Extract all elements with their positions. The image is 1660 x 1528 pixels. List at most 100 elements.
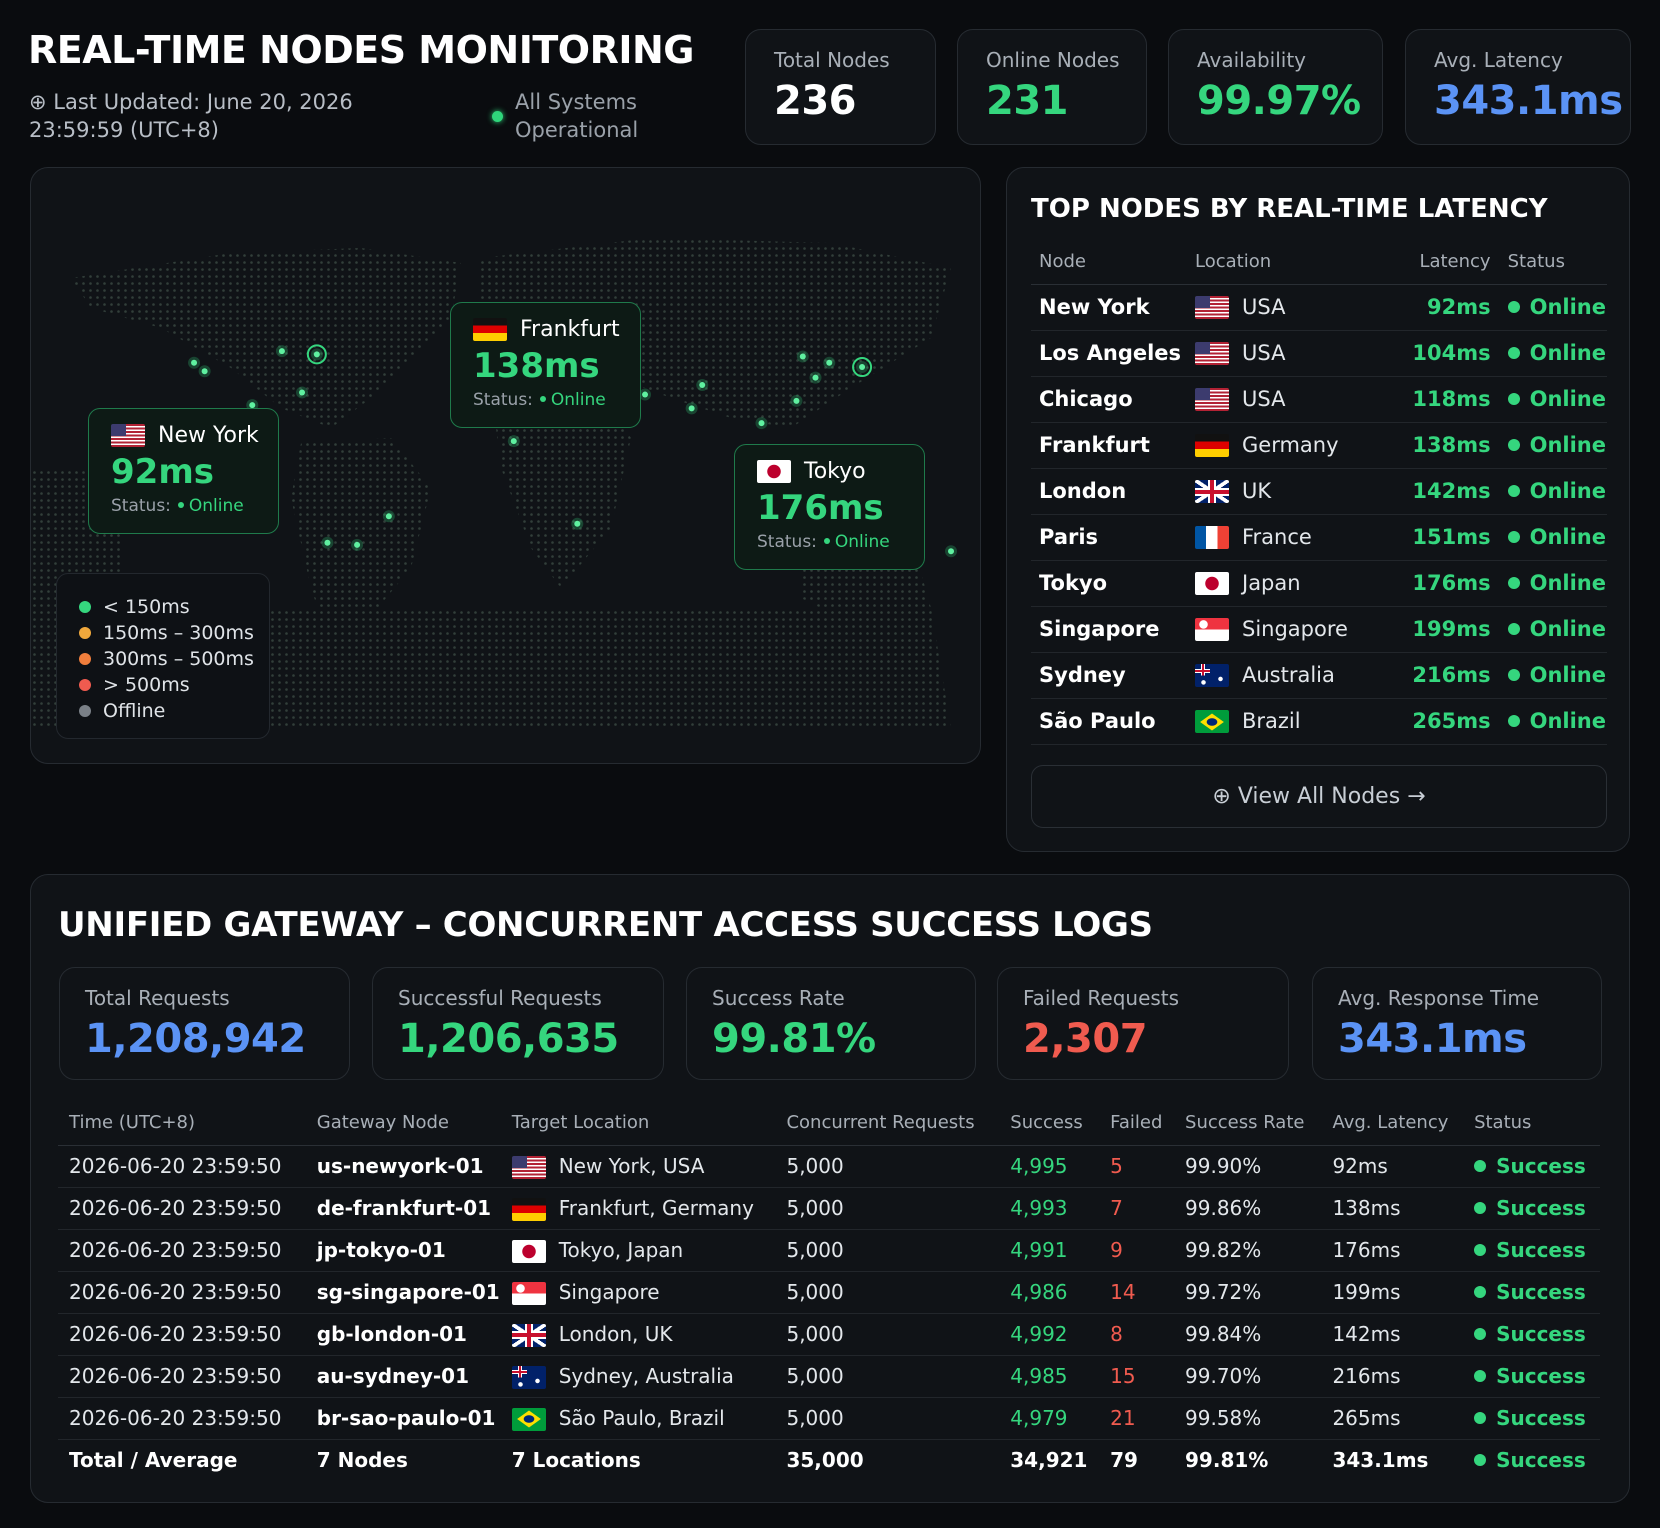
location-text: UK <box>1242 478 1272 503</box>
card-city: New York <box>158 423 259 448</box>
node-status: Online <box>1491 560 1607 607</box>
table-cell: 5,000 <box>775 1397 1000 1440</box>
stat-value: 236 <box>774 78 857 124</box>
stat-label: Failed Requests <box>1023 986 1180 1010</box>
node-location: USA <box>1194 330 1396 377</box>
row-status: Success <box>1463 1229 1600 1272</box>
card-status: Online <box>550 390 606 410</box>
node-name: New York <box>1031 284 1194 331</box>
table-row: 2026-06-20 23:59:50 br-sao-paulo-01 São Pa… <box>58 1397 1600 1440</box>
stat-value: 1,208,942 <box>85 1016 306 1062</box>
stat-card: Success Rate 99.81% <box>686 967 976 1080</box>
table-cell: br-sao-paulo-01 <box>305 1397 501 1440</box>
table-cell: 8 <box>1099 1313 1175 1356</box>
node-dot <box>688 405 695 412</box>
stat-card: Online Nodes 231 <box>957 29 1147 145</box>
node-dot <box>313 351 320 358</box>
flag <box>757 460 791 483</box>
stat-card: Availability 99.97% <box>1168 29 1383 145</box>
node-dot <box>948 548 955 555</box>
node-latency: 104ms <box>1396 330 1492 377</box>
table-cell: 99.86% <box>1174 1187 1322 1230</box>
legend-swatch <box>79 601 91 613</box>
legend-swatch <box>79 627 91 639</box>
stat-card: Failed Requests 2,307 <box>997 967 1289 1080</box>
flag <box>511 1239 546 1263</box>
table-row: Frankfurt Germany 138ms Online <box>1031 422 1607 469</box>
table-cell: 5,000 <box>775 1271 1000 1314</box>
status-text: Success <box>1496 1154 1586 1178</box>
status-text: Online <box>1529 341 1606 365</box>
table-cell: 2026-06-20 23:59:50 <box>58 1313 306 1356</box>
node-name: Singapore <box>1031 606 1194 653</box>
table-cell: 4,991 <box>999 1229 1100 1272</box>
legend-item: 150ms – 300ms <box>79 620 269 646</box>
flag <box>1195 342 1229 366</box>
node-dot <box>642 391 649 398</box>
location-text: USA <box>1242 340 1286 365</box>
node-latency: 265ms <box>1396 698 1492 745</box>
node-dot <box>278 348 285 355</box>
table-cell: 5,000 <box>775 1355 1000 1398</box>
table-cell: 138ms <box>1321 1187 1464 1230</box>
gateway-log-table: Time (UTC+8) Gateway Node Target Location C… <box>58 1101 1600 1481</box>
gateway-panel: UNIFIED GATEWAY – CONCURRENT ACCESS SUCC… <box>30 874 1630 1503</box>
node-status: Online <box>1491 606 1607 653</box>
node-name: Tokyo <box>1031 560 1194 607</box>
table-cell: 2026-06-20 23:59:50 <box>58 1355 306 1398</box>
node-status: Online <box>1491 330 1607 377</box>
flag <box>1195 434 1229 458</box>
status-dot <box>1474 1160 1487 1172</box>
table-cell: 15 <box>1099 1355 1175 1398</box>
flag <box>1195 710 1229 734</box>
node-dot <box>852 357 873 378</box>
table-cell: 79 <box>1110 1448 1138 1473</box>
column-header: Status <box>1463 1101 1600 1146</box>
flag <box>1195 664 1229 688</box>
flag <box>1195 618 1229 642</box>
column-header: Time (UTC+8) <box>58 1101 306 1146</box>
location-text: Germany <box>1242 432 1339 457</box>
table-cell: 2026-06-20 23:59:50 <box>58 1271 306 1314</box>
node-name: Paris <box>1031 514 1194 561</box>
status-text: Online <box>1529 617 1606 641</box>
status-text: Online <box>1529 295 1606 319</box>
node-dot <box>574 520 581 527</box>
table-cell: 99.72% <box>1174 1271 1322 1314</box>
table-cell: Total / Average <box>69 1448 238 1473</box>
node-name: São Paulo <box>1031 698 1194 745</box>
status-text: Success <box>1496 1280 1586 1304</box>
row-status: Success <box>1463 1355 1600 1398</box>
card-latency: 92ms <box>111 452 214 492</box>
legend-swatch <box>79 705 91 717</box>
flag <box>1195 296 1229 320</box>
node-status: Online <box>1491 284 1607 331</box>
card-status-label: Status: <box>473 390 533 410</box>
node-card: Frankfurt 138ms Status: Online <box>450 302 641 428</box>
stat-label: Online Nodes <box>986 48 1120 72</box>
node-status: Online <box>1491 376 1607 423</box>
node-name: Sydney <box>1031 652 1194 699</box>
card-status-row: Status: Online <box>111 496 278 516</box>
table-row: London UK 142ms Online <box>1031 468 1607 515</box>
column-header: Success <box>999 1101 1100 1146</box>
status-dot <box>1507 346 1520 359</box>
card-latency: 176ms <box>757 488 884 528</box>
flag <box>1195 388 1229 412</box>
table-cell: 4,979 <box>999 1397 1100 1440</box>
node-name: London <box>1031 468 1194 515</box>
card-city: Frankfurt <box>520 317 620 342</box>
location-text: London, UK <box>558 1321 673 1346</box>
node-latency: 176ms <box>1396 560 1492 607</box>
table-row: New York USA 92ms Online <box>1031 284 1607 331</box>
top-nodes-panel: TOP NODES BY REAL-TIME LATENCY Node Locat… <box>1006 167 1630 852</box>
status-dot <box>1474 1286 1487 1298</box>
status-text: Online <box>1529 479 1606 503</box>
view-all-button[interactable]: ⊕ View All Nodes → <box>1031 765 1607 828</box>
row-status: Success <box>1463 1439 1600 1481</box>
node-dot <box>699 382 706 389</box>
location-text: Singapore <box>558 1279 660 1304</box>
stat-label: Total Requests <box>85 986 230 1010</box>
target-location: Sydney, Australia <box>500 1355 776 1398</box>
